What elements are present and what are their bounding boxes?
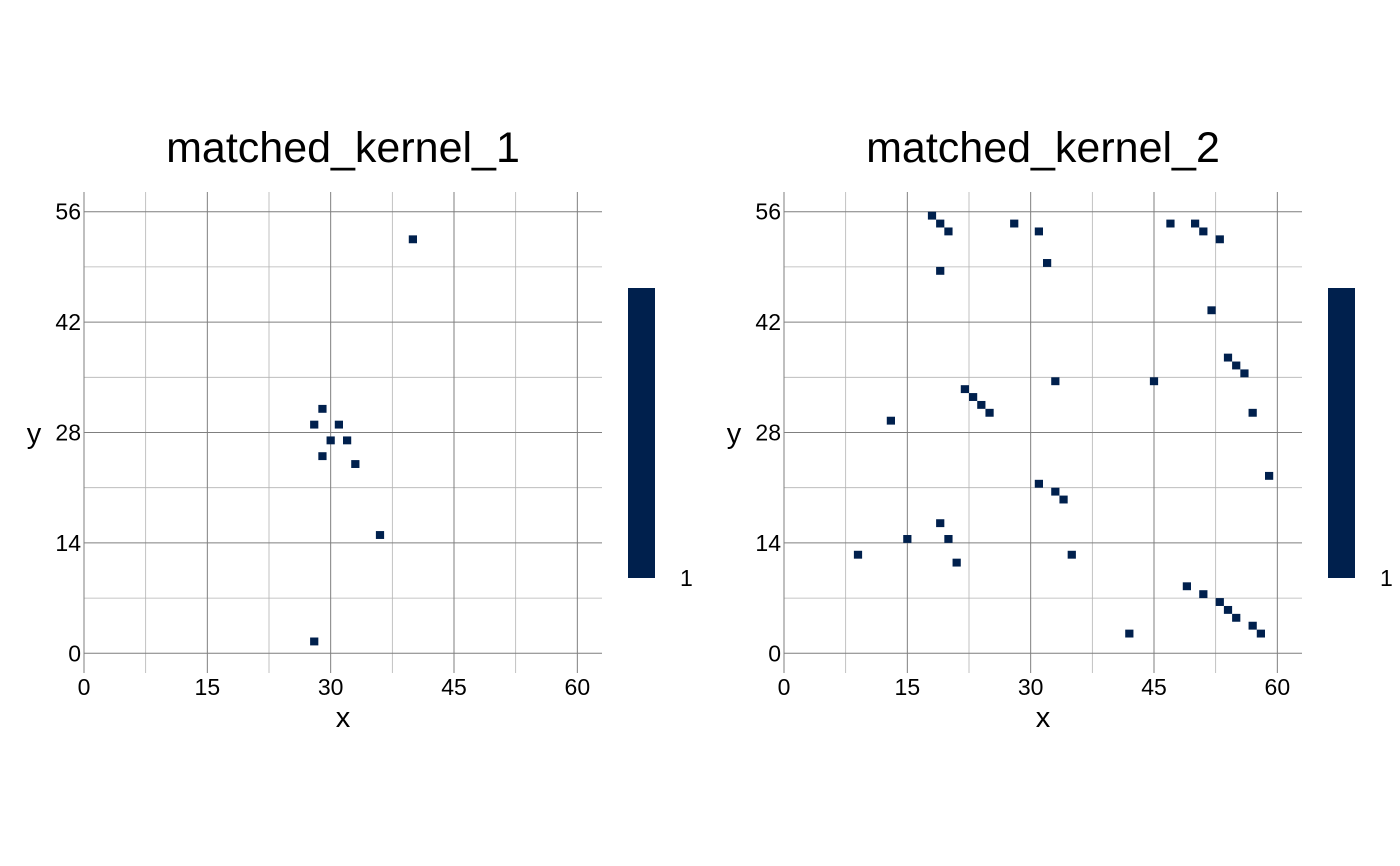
heatmap-cell (952, 558, 961, 567)
heatmap-cell (1199, 227, 1208, 236)
heatmap-cell (1059, 495, 1068, 504)
x-tick-label: 60 (1265, 674, 1291, 700)
y-tick-label: 56 (55, 199, 81, 225)
y-tick-label: 42 (55, 309, 81, 335)
heatmap-cell (1149, 377, 1159, 386)
x-axis-label: x (336, 702, 351, 734)
y-tick-label: 14 (755, 530, 781, 556)
panel-matched-kernel-1: matched_kernel_1 x y 1 0 15 30 45 60 0 14 28 42 5… (27, 124, 693, 734)
heatmap-cell (1051, 377, 1060, 386)
heatmap-cell (351, 460, 360, 468)
y-tick-label: 0 (768, 640, 781, 666)
heatmap-cell (1034, 479, 1043, 488)
heatmap-cell (1125, 629, 1134, 638)
panel-matched-kernel-2: matched_kernel_2 x y 1 0 15 30 45 60 0 14 28 42 5… (727, 124, 1393, 734)
heatmap-cell (318, 452, 327, 461)
colorbar-label: 1 (680, 565, 693, 591)
heatmap-cell (1256, 629, 1265, 638)
grid (83, 192, 602, 673)
heatmap-cell (1166, 219, 1175, 228)
heatmap-cell (1223, 353, 1233, 362)
heatmap-cell (1010, 219, 1019, 228)
heatmap-cell (1034, 227, 1043, 236)
heatmap-cell (903, 535, 912, 543)
heatmap-cell (1043, 259, 1052, 267)
heatmap-cell (936, 219, 945, 228)
heatmap-cell (969, 393, 978, 401)
y-tick-label: 28 (55, 420, 81, 446)
heatmap-cell (1215, 598, 1224, 606)
heatmap-cell (1051, 487, 1060, 496)
heatmap-cell (960, 385, 969, 394)
heatmap-cells (310, 235, 417, 646)
heatmap-cell (1182, 582, 1191, 591)
x-tick-label: 60 (565, 674, 591, 700)
heatmap-cell (977, 400, 986, 409)
heatmap-cell (936, 519, 945, 528)
heatmap-cell (1232, 361, 1241, 370)
heatmap-cell (310, 637, 319, 646)
heatmap-cell (1207, 306, 1216, 315)
heatmap-cell (334, 420, 343, 429)
heatmap-cell (318, 404, 327, 413)
heatmap-cell (1248, 621, 1257, 630)
x-tick-label: 30 (1018, 674, 1044, 700)
chart-title: matched_kernel_2 (866, 124, 1220, 172)
y-tick-label: 56 (755, 199, 781, 225)
x-tick-label: 0 (78, 674, 91, 700)
heatmap-cell (886, 416, 895, 425)
heatmap-cell (936, 266, 945, 275)
heatmap-cell (1232, 613, 1241, 622)
heatmap-cell (1215, 235, 1224, 244)
x-axis-label: x (1036, 702, 1051, 734)
y-tick-label: 14 (55, 530, 81, 556)
heatmap-cell (1265, 471, 1274, 480)
heatmap-cells (853, 211, 1274, 638)
x-tick-label: 45 (441, 674, 467, 700)
chart-title: matched_kernel_1 (166, 124, 520, 172)
heatmap-cell (944, 227, 953, 236)
heatmap-cell (408, 235, 417, 244)
heatmap-cell (927, 211, 937, 220)
heatmap-cell (1223, 605, 1233, 614)
heatmap-cell (1191, 219, 1200, 228)
heatmap-cell (326, 436, 335, 445)
x-tick-label: 15 (895, 674, 921, 700)
x-tick-label: 30 (318, 674, 344, 700)
x-tick-label: 0 (778, 674, 791, 700)
y-tick-label: 0 (68, 640, 81, 666)
heatmap-cell (310, 420, 319, 429)
heatmap-cell (375, 531, 385, 539)
heatmap-cell (985, 408, 994, 417)
y-axis-label: y (27, 418, 42, 450)
colorbar (1328, 288, 1355, 578)
colorbar (628, 288, 655, 578)
heatmap-cell (1240, 369, 1249, 378)
x-tick-label: 15 (195, 674, 221, 700)
y-tick-label: 42 (755, 309, 781, 335)
y-tick-label: 28 (755, 420, 781, 446)
heatmap-cell (1067, 550, 1076, 559)
heatmap-cell (1199, 590, 1208, 599)
heatmap-cell (343, 436, 352, 445)
x-tick-label: 45 (1141, 674, 1167, 700)
heatmap-cell (944, 535, 953, 543)
heatmap-cell (853, 550, 863, 559)
heatmap-cell (1248, 408, 1257, 417)
colorbar-label: 1 (1380, 565, 1393, 591)
y-axis-label: y (727, 418, 742, 450)
